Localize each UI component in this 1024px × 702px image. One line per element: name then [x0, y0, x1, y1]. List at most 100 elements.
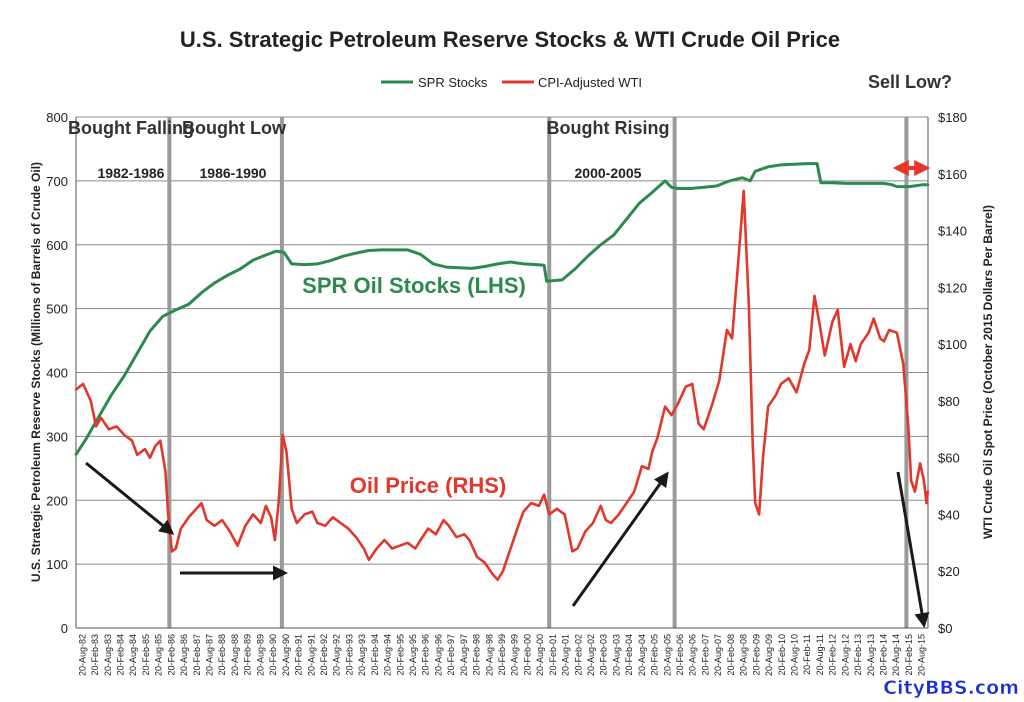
- left-tick-500: 500: [46, 302, 68, 317]
- x-tick-19: 20-Feb-92: [319, 634, 329, 676]
- right-tick-$80: $80: [938, 394, 960, 409]
- x-tick-31: 20-Feb-98: [472, 634, 482, 676]
- left-tick-600: 600: [46, 238, 68, 253]
- left-tick-0: 0: [61, 621, 68, 636]
- left-tick-300: 300: [46, 429, 68, 444]
- series-line-spr-stocks: [74, 162, 930, 456]
- arrow-sell-low: [896, 471, 930, 628]
- bought-falling-title: Bought Falling: [68, 118, 194, 138]
- x-tick-0: 20-Aug-82: [77, 634, 87, 676]
- right-axis-ticks: $0 $20 $40 $60 $80 $100 $120 $140 $160 $180: [938, 110, 967, 636]
- x-tick-64: 20-Aug-14: [891, 634, 901, 676]
- x-tick-40: 20-Aug-02: [586, 634, 596, 676]
- x-tick-20: 20-Aug-92: [332, 634, 342, 676]
- x-tick-37: 20-Feb-01: [548, 634, 558, 676]
- arrow-bought-falling: [85, 461, 175, 535]
- x-tick-27: 20-Feb-96: [421, 634, 431, 676]
- left-tick-100: 100: [46, 557, 68, 572]
- x-tick-48: 20-Aug-06: [688, 634, 698, 676]
- x-tick-18: 20-Aug-91: [306, 634, 316, 676]
- x-tick-7: 20-Feb-86: [166, 634, 176, 676]
- bought-low-title: Bought Low: [182, 118, 287, 138]
- legend: SPR Stocks CPI-Adjusted WTI: [381, 75, 642, 90]
- x-tick-62: 20-Aug-13: [866, 634, 876, 676]
- x-tick-34: 20-Aug-99: [510, 634, 520, 676]
- x-tick-50: 20-Aug-07: [713, 634, 723, 676]
- x-tick-65: 20-Feb-15: [904, 634, 914, 676]
- x-tick-36: 20-Aug-00: [535, 634, 545, 676]
- bought-rising-title: Bought Rising: [547, 118, 670, 138]
- x-tick-52: 20-Aug-08: [739, 634, 749, 676]
- x-tick-22: 20-Aug-93: [357, 634, 367, 676]
- series-line-cpi-adjusted-wti: [74, 189, 930, 582]
- right-tick-$120: $120: [938, 280, 967, 295]
- x-tick-57: 20-Feb-11: [802, 634, 812, 675]
- x-tick-24: 20-Aug-94: [383, 634, 393, 676]
- x-tick-28: 20-Aug-96: [433, 634, 443, 676]
- x-tick-55: 20-Feb-10: [777, 634, 787, 676]
- right-tick-$60: $60: [938, 451, 960, 466]
- x-tick-46: 20-Aug-05: [662, 634, 672, 676]
- x-tick-2: 20-Aug-83: [103, 634, 113, 676]
- right-tick-$160: $160: [938, 167, 967, 182]
- arrow-bought-rising: [571, 471, 669, 607]
- x-tick-3: 20-Feb-84: [116, 634, 126, 676]
- x-tick-41: 20-Feb-03: [599, 634, 609, 676]
- sell-low-title: Sell Low?: [868, 72, 952, 92]
- x-tick-26: 20-Aug-95: [408, 634, 418, 676]
- bought-low-years: 1986-1990: [200, 165, 267, 181]
- bought-rising-years: 2000-2005: [575, 165, 642, 181]
- left-tick-400: 400: [46, 366, 68, 381]
- x-tick-14: 20-Aug-89: [255, 634, 265, 676]
- x-tick-1: 20-Feb-83: [90, 634, 100, 676]
- x-tick-58: 20-Aug-11: [815, 634, 825, 675]
- x-tick-42: 20-Aug-03: [611, 634, 621, 676]
- x-tick-66: 20-Aug-15: [917, 634, 927, 676]
- x-tick-13: 20-Feb-89: [243, 634, 253, 676]
- oil-series-callout: Oil Price (RHS): [350, 473, 506, 498]
- x-axis-ticks: 20-Aug-82 20-Feb-83 20-Aug-83 20-Feb-84 20-A…: [77, 634, 926, 676]
- x-tick-56: 20-Aug-10: [790, 634, 800, 676]
- x-tick-10: 20-Aug-87: [205, 634, 215, 676]
- x-tick-25: 20-Feb-95: [395, 634, 405, 676]
- x-tick-44: 20-Aug-04: [637, 634, 647, 676]
- right-axis-title: WTI Crude Oil Spot Price (October 2015 D…: [981, 205, 995, 539]
- x-tick-11: 20-Feb-88: [217, 634, 227, 676]
- x-tick-35: 20-Feb-00: [522, 634, 532, 676]
- x-tick-6: 20-Aug-85: [154, 634, 164, 676]
- x-tick-8: 20-Aug-86: [179, 634, 189, 676]
- left-tick-200: 200: [46, 493, 68, 508]
- x-tick-23: 20-Feb-94: [370, 634, 380, 676]
- x-tick-59: 20-Feb-12: [828, 634, 838, 676]
- x-tick-54: 20-Aug-09: [764, 634, 774, 676]
- x-tick-60: 20-Aug-12: [840, 634, 850, 676]
- x-tick-53: 20-Feb-09: [751, 634, 761, 676]
- x-tick-5: 20-Feb-85: [141, 634, 151, 676]
- bought-falling-years: 1982-1986: [98, 165, 165, 181]
- annotation-arrows: [85, 160, 931, 628]
- period-lines: [167, 117, 909, 628]
- chart-title: U.S. Strategic Petroleum Reserve Stocks …: [180, 27, 840, 52]
- left-tick-800: 800: [46, 110, 68, 125]
- x-tick-61: 20-Feb-13: [853, 634, 863, 676]
- x-tick-63: 20-Feb-14: [879, 634, 889, 676]
- series-layer: [74, 162, 930, 582]
- watermark: CityBBS.com: [883, 677, 1019, 699]
- x-tick-29: 20-Feb-97: [446, 634, 456, 676]
- x-tick-21: 20-Feb-93: [344, 634, 354, 676]
- plot-frame: [75, 117, 929, 629]
- x-tick-43: 20-Feb-04: [624, 634, 634, 676]
- x-tick-39: 20-Feb-02: [573, 634, 583, 676]
- x-tick-17: 20-Feb-91: [294, 634, 304, 676]
- x-tick-45: 20-Feb-05: [650, 634, 660, 676]
- right-tick-$40: $40: [938, 507, 960, 522]
- x-tick-33: 20-Feb-99: [497, 634, 507, 676]
- left-tick-700: 700: [46, 174, 68, 189]
- x-tick-38: 20-Aug-01: [561, 634, 571, 676]
- x-tick-16: 20-Aug-90: [281, 634, 291, 676]
- right-tick-$0: $0: [938, 621, 952, 636]
- x-tick-15: 20-Feb-90: [268, 634, 278, 676]
- right-tick-$20: $20: [938, 564, 960, 579]
